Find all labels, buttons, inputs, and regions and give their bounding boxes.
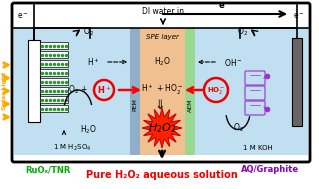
Bar <box>40 60 68 67</box>
Bar <box>40 42 68 49</box>
Text: e$^-$: e$^-$ <box>293 11 305 21</box>
Text: SPE layer: SPE layer <box>145 34 178 40</box>
Text: AEM: AEM <box>188 98 192 112</box>
Bar <box>185 28 195 155</box>
Text: H$^+$: H$^+$ <box>87 56 100 68</box>
Bar <box>40 87 68 94</box>
Text: PEM: PEM <box>132 98 137 112</box>
Bar <box>292 38 302 126</box>
Text: DI water in: DI water in <box>142 8 184 16</box>
Text: 1 M H$_2$SO$_4$: 1 M H$_2$SO$_4$ <box>53 143 91 153</box>
Bar <box>130 28 195 155</box>
Text: H$_2$O: H$_2$O <box>79 124 96 136</box>
Text: HO$_2^-$: HO$_2^-$ <box>207 84 225 95</box>
Bar <box>40 78 68 85</box>
Text: H$^+$: H$^+$ <box>97 84 111 96</box>
Bar <box>130 28 140 155</box>
Text: e$^-$: e$^-$ <box>219 1 232 11</box>
Text: $H_2O_2$: $H_2O_2$ <box>148 121 176 135</box>
Text: RuOₓ/TNR: RuOₓ/TNR <box>25 166 71 174</box>
Bar <box>28 40 40 122</box>
Text: ⇓: ⇓ <box>155 98 165 112</box>
Text: Pure H₂O₂ aqueous solution: Pure H₂O₂ aqueous solution <box>86 170 238 180</box>
Text: H$^+$ + HO$_2^-$: H$^+$ + HO$_2^-$ <box>141 83 183 97</box>
Text: OH$^-$: OH$^-$ <box>224 57 243 67</box>
Bar <box>40 69 68 76</box>
Text: Solar Light: Solar Light <box>3 72 8 110</box>
Text: O$_2$: O$_2$ <box>233 122 243 134</box>
Text: H$_2$O: H$_2$O <box>153 56 170 68</box>
Text: 1 M KOH: 1 M KOH <box>243 145 273 151</box>
Text: O$_2$: O$_2$ <box>236 26 248 38</box>
Text: e$^-$: e$^-$ <box>17 11 29 21</box>
Bar <box>14 5 308 28</box>
Bar <box>40 96 68 103</box>
Text: O$_2$: O$_2$ <box>83 26 93 38</box>
Bar <box>14 28 308 155</box>
Bar <box>40 105 68 112</box>
Text: AQ/Graphite: AQ/Graphite <box>241 166 299 174</box>
Bar <box>40 51 68 58</box>
Text: O$_2$ +: O$_2$ + <box>68 84 88 96</box>
Polygon shape <box>142 108 182 148</box>
